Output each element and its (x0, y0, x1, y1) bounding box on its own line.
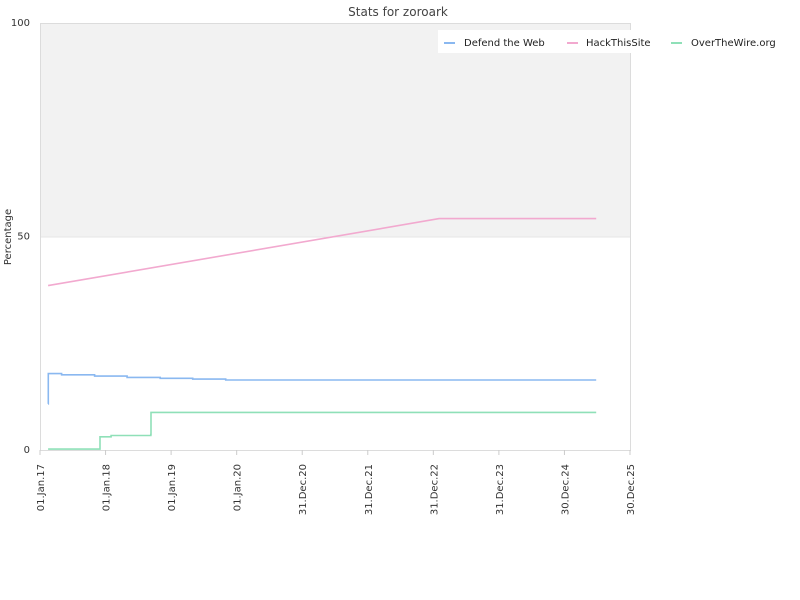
x-tick-label: 31.Dec.22 (429, 464, 440, 515)
y-axis-label: Percentage (3, 209, 14, 265)
series-line-2 (48, 411, 597, 450)
x-tick-label: 01.Jan.19 (167, 464, 178, 511)
shaded-band (41, 24, 630, 237)
series-line-0 (47, 372, 597, 405)
legend-item-label[interactable]: HackThisSite (586, 38, 651, 49)
x-tick-label: 01.Jan.17 (36, 464, 47, 511)
chart-title: Stats for zoroark (348, 5, 448, 19)
series-line-1 (47, 217, 597, 287)
x-tick-label: 30.Dec.25 (626, 464, 637, 515)
x-axis-ticks: 01.Jan.17 01.Jan.18 01.Jan.19 01.Jan.20 31.D… (36, 450, 637, 515)
legend-item-label[interactable]: Defend the Web (464, 38, 545, 49)
y-tick-label: 100 (11, 18, 30, 29)
x-tick-label: 31.Dec.23 (495, 464, 506, 515)
x-tick-label: 31.Dec.21 (364, 464, 375, 515)
y-tick-label: 0 (24, 445, 30, 456)
x-tick-label: 01.Jan.20 (233, 464, 244, 511)
x-tick-label: 01.Jan.18 (102, 464, 113, 511)
legend-box (438, 30, 783, 53)
series-lines (47, 217, 597, 450)
x-tick-label: 31.Dec.20 (298, 464, 309, 515)
y-axis-ticks: 0 50 100 (11, 18, 30, 456)
y-tick-label: 50 (17, 232, 30, 243)
legend-item-label[interactable]: OverTheWire.org (691, 38, 776, 49)
plot-frame (40, 23, 631, 451)
x-tick-label: 30.Dec.24 (560, 464, 571, 515)
legend[interactable]: Defend the Web HackThisSite OverTheWire.or… (438, 30, 783, 53)
